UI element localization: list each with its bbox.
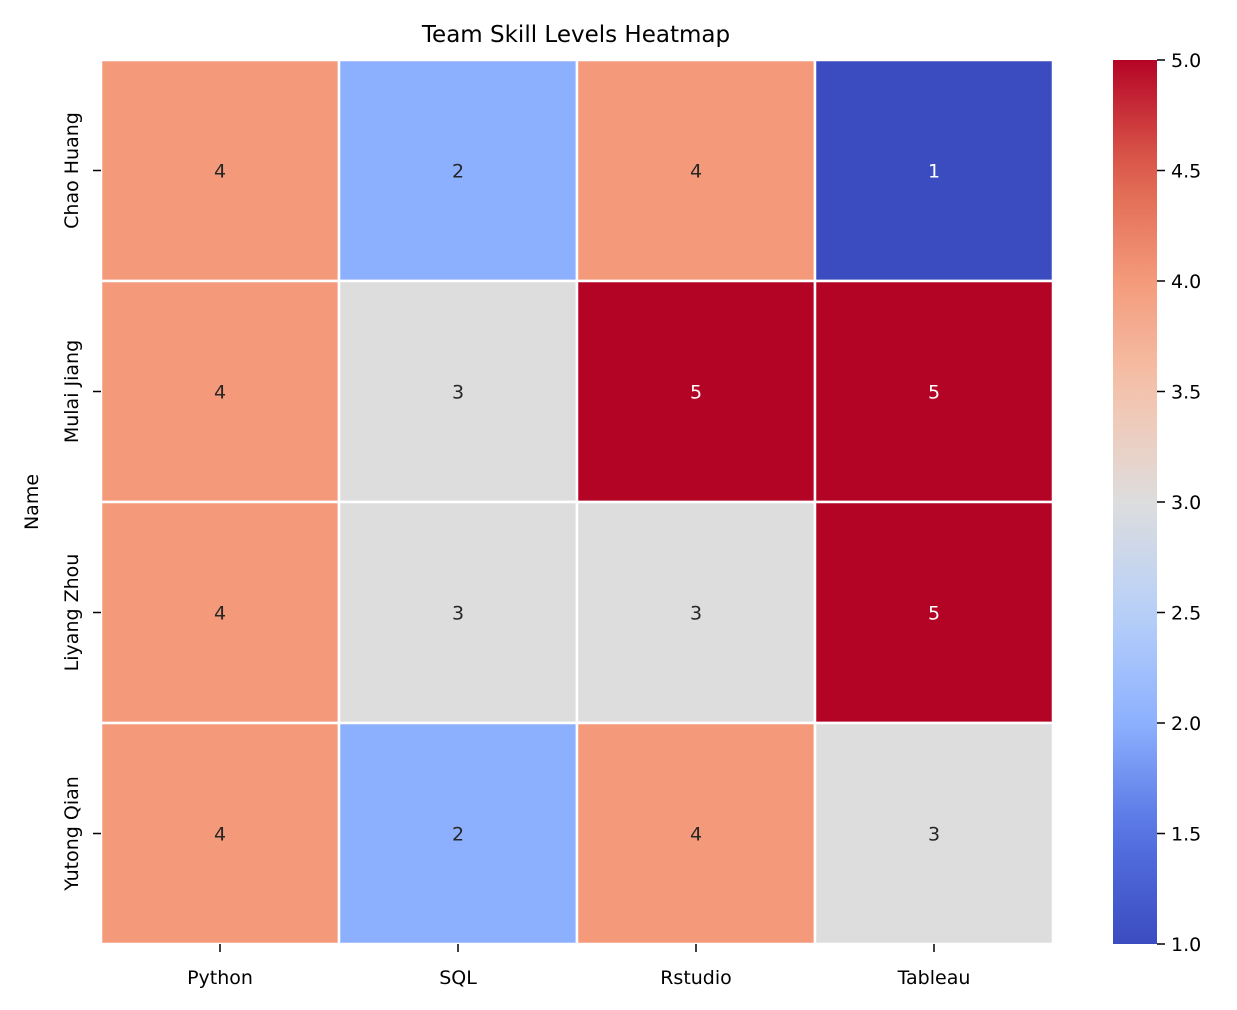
colorbar-tick-label: 3.5 <box>1171 382 1201 404</box>
cell-value-label: 2 <box>452 161 464 183</box>
heatmap-cell-chao-huang-sql <box>337 58 579 283</box>
colorbar-tick-label: 1.5 <box>1171 824 1201 846</box>
heatmap-cell-liyang-zhou-sql <box>337 500 579 725</box>
heatmap-cell-mulai-jiang-tableau <box>813 279 1055 504</box>
colorbar-tick-label: 4.5 <box>1171 161 1201 183</box>
y-tick-label: Liyang Zhou <box>61 554 83 672</box>
cell-value-label: 4 <box>690 161 702 183</box>
heatmap-cell-chao-huang-rstudio <box>575 58 817 283</box>
heatmap-cell-mulai-jiang-python <box>99 279 341 504</box>
cell-value-label: 5 <box>690 382 702 404</box>
cell-value-label: 3 <box>690 603 702 625</box>
cell-value-label: 3 <box>452 382 464 404</box>
heatmap-cell-liyang-zhou-tableau <box>813 500 1055 725</box>
y-axis-label: Name <box>21 474 43 530</box>
x-tick-label: Rstudio <box>660 967 732 989</box>
cell-value-label: 2 <box>452 824 464 846</box>
cell-value-label: 4 <box>214 161 226 183</box>
colorbar-tick-label: 2.0 <box>1171 713 1201 735</box>
colorbar <box>1113 60 1157 944</box>
y-axis-ticks: Chao Huang Mulai Jiang Liyang Zhou Yutong Q… <box>61 112 101 892</box>
heatmap-cells <box>99 58 1055 946</box>
heatmap-cell-chao-huang-python <box>99 58 341 283</box>
colorbar-tick-label: 1.0 <box>1171 934 1201 956</box>
cell-value-label: 1 <box>928 161 940 183</box>
y-tick-label: Mulai Jiang <box>61 340 83 443</box>
colorbar-tick-label: 3.0 <box>1171 492 1201 514</box>
heatmap-cell-chao-huang-tableau <box>813 58 1055 283</box>
cell-value-label: 4 <box>214 382 226 404</box>
colorbar-ticks: 1.0 1.5 2.0 2.5 3.0 3.5 4.0 4.5 5.0 <box>1157 50 1201 956</box>
cell-value-label: 4 <box>214 824 226 846</box>
cell-value-label: 3 <box>452 603 464 625</box>
cell-value-label: 5 <box>928 603 940 625</box>
colorbar-tick-label: 2.5 <box>1171 603 1201 625</box>
colorbar-tick-label: 4.0 <box>1171 271 1201 293</box>
chart-title: Team Skill Levels Heatmap <box>421 22 730 48</box>
heatmap-cell-yutong-qian-sql <box>337 721 579 946</box>
cell-value-label: 3 <box>928 824 940 846</box>
heatmap-cell-mulai-jiang-sql <box>337 279 579 504</box>
heatmap-cell-yutong-qian-rstudio <box>575 721 817 946</box>
cell-value-label: 4 <box>214 603 226 625</box>
cell-value-label: 4 <box>690 824 702 846</box>
x-tick-label: Python <box>187 967 253 989</box>
heatmap-cell-labels: 4 2 4 1 4 3 5 5 4 3 3 5 4 2 4 3 <box>214 161 940 846</box>
y-tick-label: Yutong Qian <box>61 776 83 892</box>
x-tick-label: Tableau <box>897 967 971 989</box>
colorbar-tick-label: 5.0 <box>1171 50 1201 72</box>
y-tick-label: Chao Huang <box>61 112 83 229</box>
heatmap-cell-yutong-qian-tableau <box>813 721 1055 946</box>
x-tick-label: SQL <box>439 967 477 989</box>
heatmap-cell-yutong-qian-python <box>99 721 341 946</box>
cell-value-label: 5 <box>928 382 940 404</box>
x-axis-ticks: Python SQL Rstudio Tableau <box>187 944 970 989</box>
